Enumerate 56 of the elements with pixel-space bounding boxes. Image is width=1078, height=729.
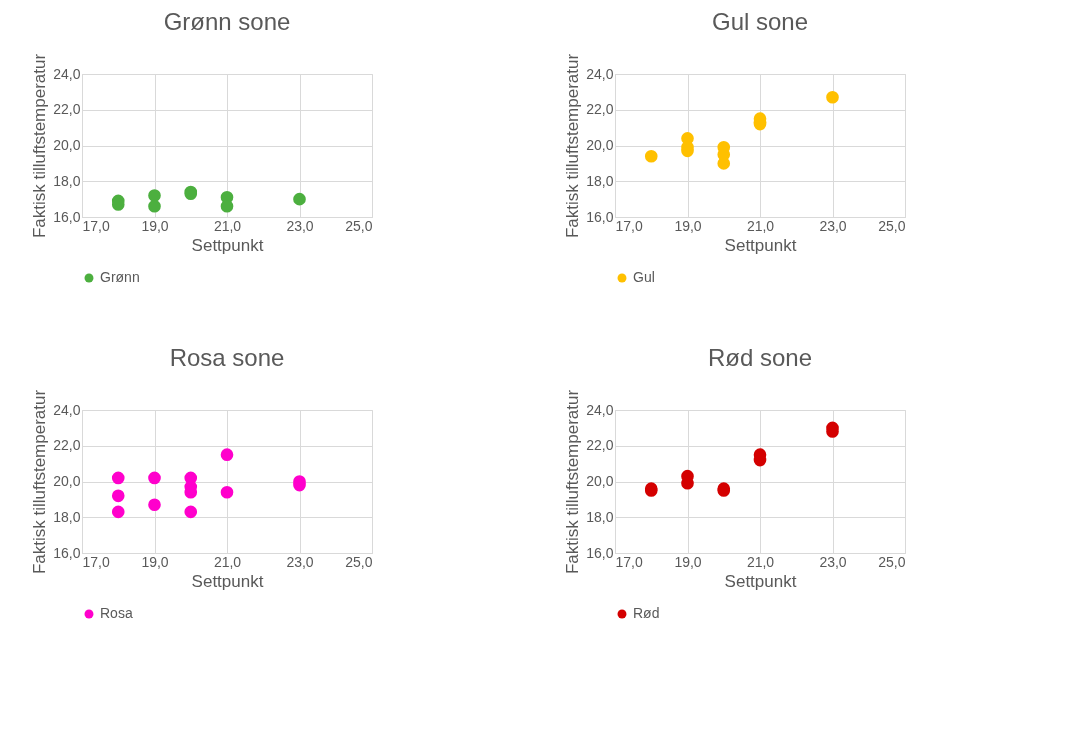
y-tick-label: 18,0 (586, 172, 614, 189)
x-tick-label: 17,0 (615, 553, 643, 570)
x-tick-label: 21,0 (213, 217, 242, 234)
chart-title: Gul sone (711, 8, 809, 36)
y-tick-label: 20,0 (53, 473, 81, 489)
legend-label: Grønn (100, 269, 140, 285)
y-axis-title: Faktisk tilluftstemperatur (563, 53, 583, 239)
x-tick-label: 25,0 (345, 217, 373, 234)
y-tick-label: 20,0 (53, 137, 81, 153)
x-tick-label: 23,0 (286, 553, 314, 570)
x-tick-label: 17,0 (82, 217, 110, 234)
x-tick-label: 19,0 (141, 553, 169, 570)
x-tick-label: 25,0 (878, 553, 906, 570)
x-axis-title: Settpunkt (724, 571, 797, 591)
y-tick-label: 18,0 (53, 508, 81, 525)
x-tick-label: 25,0 (878, 217, 906, 234)
y-axis-title: Faktisk tilluftstemperatur (30, 389, 50, 575)
chart-title: Rød sone (707, 344, 813, 372)
x-tick-label: 19,0 (674, 217, 702, 234)
y-axis-title: Faktisk tilluftstemperatur (563, 389, 583, 575)
y-tick-label: 22,0 (586, 101, 614, 118)
y-tick-label: 22,0 (586, 437, 614, 454)
y-tick-label: 16,0 (53, 544, 81, 561)
y-tick-label: 22,0 (53, 101, 81, 118)
y-tick-label: 16,0 (53, 208, 81, 225)
chart-title: Rosa sone (169, 344, 285, 372)
x-axis-title: Settpunkt (191, 571, 264, 591)
x-axis-title: Settpunkt (191, 235, 264, 255)
y-tick-label: 16,0 (586, 208, 614, 225)
y-tick-label: 24,0 (53, 401, 81, 418)
y-tick-label: 22,0 (53, 437, 81, 454)
x-tick-label: 19,0 (674, 553, 702, 570)
y-tick-label: 24,0 (586, 65, 614, 82)
x-tick-label: 23,0 (286, 217, 314, 234)
x-tick-label: 25,0 (345, 553, 373, 570)
x-tick-label: 21,0 (746, 217, 775, 234)
x-tick-label: 19,0 (141, 217, 169, 234)
y-tick-label: 18,0 (586, 508, 614, 525)
y-tick-label: 24,0 (53, 65, 81, 82)
legend-label: Rosa (100, 605, 133, 621)
y-tick-label: 16,0 (586, 544, 614, 561)
legend-label: Rød (633, 605, 660, 621)
legend-label: Gul (633, 269, 655, 285)
x-tick-label: 17,0 (615, 217, 643, 234)
y-tick-label: 20,0 (586, 473, 614, 489)
y-axis-title: Faktisk tilluftstemperatur (30, 53, 50, 239)
y-tick-label: 18,0 (53, 172, 81, 189)
x-tick-label: 23,0 (819, 553, 847, 570)
y-tick-label: 24,0 (586, 401, 614, 418)
x-tick-label: 21,0 (746, 553, 775, 570)
chart-title: Grønn sone (163, 8, 291, 36)
x-tick-label: 17,0 (82, 553, 110, 570)
x-tick-label: 21,0 (213, 553, 242, 570)
y-tick-label: 20,0 (586, 137, 614, 153)
x-tick-label: 23,0 (819, 217, 847, 234)
x-axis-title: Settpunkt (724, 235, 797, 255)
